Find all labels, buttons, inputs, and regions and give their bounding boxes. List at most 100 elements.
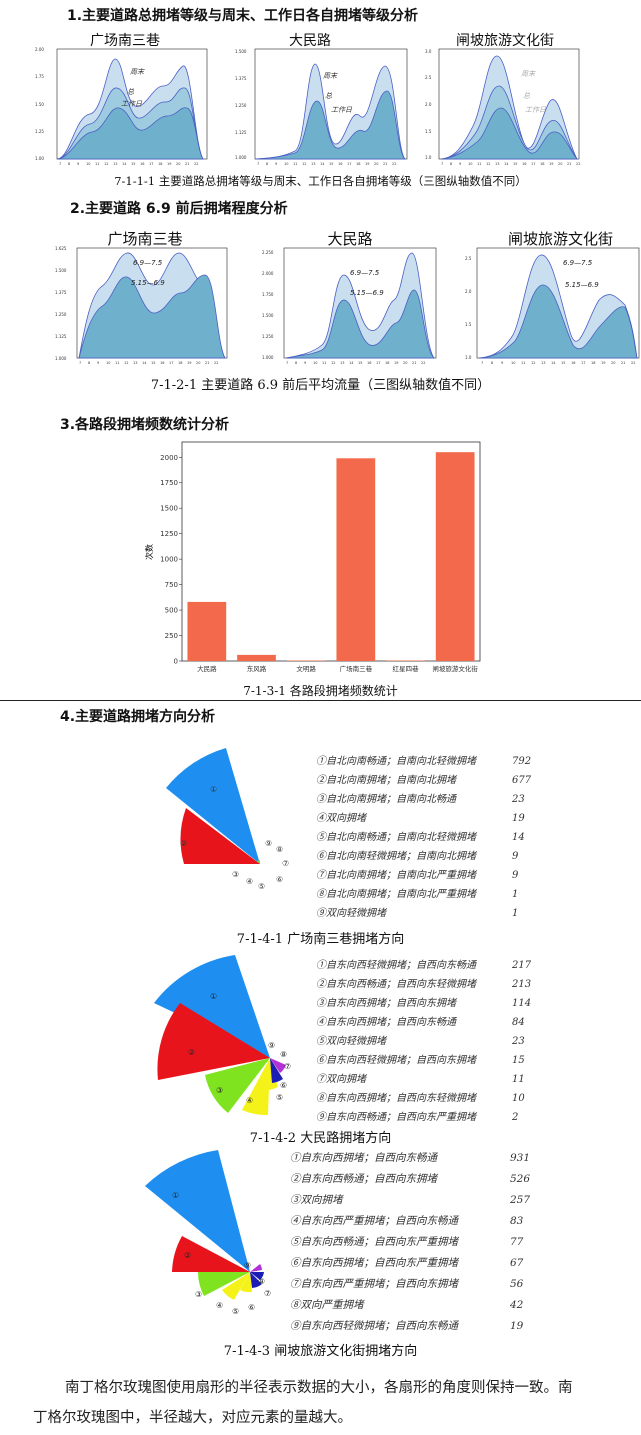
series-label: 工作日 [121,100,143,108]
svg-text:20: 20 [176,162,180,166]
legend-item: ②自东向西畅通；自西向东轻微拥堵 213 [316,979,532,990]
legend-item: ①自北向南畅通；自南向北轻微拥堵 792 [316,756,532,767]
series-label: 周末 [521,70,536,78]
svg-text:19: 19 [365,162,369,166]
rose-slice-1 [145,1150,250,1272]
svg-text:2.250: 2.250 [262,250,274,255]
legend-item: ④自东向西拥堵；自西向东畅通 84 [316,1017,525,1028]
svg-text:9: 9 [97,361,99,365]
svg-text:5.15—6.9: 5.15—6.9 [131,279,165,287]
slice-label: ② [188,1048,195,1057]
slice-label: ① [172,1191,179,1200]
y-tick-label: 1250 [160,530,178,538]
svg-text:12: 12 [104,162,108,166]
y-tick-label: 1750 [160,479,178,487]
fig4-caption-3: 7-1-4-3 闸坡旅游文化街拥堵方向 [223,1344,418,1359]
svg-text:11: 11 [521,361,525,365]
slice-label: ① [210,992,217,1001]
section-title-3: 3.各路段拥堵频数统计分析 [60,417,230,433]
legend-item: ③双向拥堵 257 [290,1194,531,1206]
svg-text:2.5: 2.5 [465,256,472,261]
slice-label: ⑦ [284,1062,291,1071]
slice-label: ⑤ [258,882,265,891]
svg-text:8: 8 [450,162,452,166]
slice-label: ⑨ [268,1041,275,1050]
fig1-caption: 7-1-1-1 主要道路总拥堵等级与周末、工作日各自拥堵等级（三图纵轴数值不同） [114,174,527,188]
ytick: 1.0 [425,155,432,160]
fig4-rose-2: ① ② ③ ④ ⑤ ⑥ ⑦ ⑧ ⑨ [154,955,291,1116]
svg-text:1.500: 1.500 [55,268,67,273]
svg-text:16: 16 [367,361,371,365]
svg-text:13: 13 [311,162,315,166]
legend-item: ⑧自东向西拥堵；自西向东轻微拥堵 10 [316,1093,525,1104]
svg-text:18: 18 [158,162,162,166]
svg-text:15: 15 [131,162,135,166]
rose-slice-4 [242,1058,270,1116]
svg-text:15: 15 [358,361,362,365]
svg-text:2.000: 2.000 [262,271,274,276]
ytick: 1.500 [235,49,247,54]
svg-text:15: 15 [561,361,565,365]
svg-text:14: 14 [320,162,325,166]
ytick: 1.25 [35,129,44,134]
slice-label: ⑥ [276,875,283,884]
svg-text:16: 16 [522,162,526,166]
slice-label: ⑨ [244,1261,251,1270]
svg-text:10: 10 [86,162,90,166]
section-title-1: 1.主要道路总拥堵等级与周末、工作日各自拥堵等级分析 [67,8,419,24]
svg-text:21: 21 [412,361,416,365]
svg-text:1.375: 1.375 [55,290,67,295]
svg-text:16: 16 [338,162,342,166]
svg-text:8: 8 [88,361,90,365]
ytick: 1.250 [235,103,247,108]
svg-text:12: 12 [486,162,490,166]
ytick: 1.00 [35,156,44,161]
legend-item: ②自北向南拥堵；自南向北拥堵 677 [316,775,532,786]
bar-3 [336,458,376,661]
svg-text:18: 18 [356,162,360,166]
slice-label: ⑧ [280,1050,287,1059]
svg-text:8: 8 [68,162,70,166]
svg-text:10: 10 [106,361,110,365]
legend-item: ⑧自北向南拥堵；自南向北严重拥堵 1 [316,889,519,900]
svg-text:10: 10 [284,162,288,166]
ytick: 1.5 [425,129,432,134]
svg-text:13: 13 [133,361,137,365]
bar-2 [286,660,326,661]
svg-text:18: 18 [178,361,182,365]
svg-text:7: 7 [257,162,259,166]
svg-text:1.125: 1.125 [55,334,67,339]
fig4-rose-1: ① ② ③ ④ ⑤ ⑥ ⑦ ⑧ ⑨ [166,748,289,891]
svg-text:2.0: 2.0 [465,289,472,294]
svg-text:10: 10 [511,361,515,365]
svg-text:1.500: 1.500 [262,313,274,318]
legend-item: ⑦自北向南拥堵；自南向北严重拥堵 9 [316,870,519,881]
legend-item: ⑥自东向西轻微拥堵；自西向东拥堵 15 [316,1055,525,1066]
svg-text:1.750: 1.750 [262,292,274,297]
y-tick-label: 1000 [160,556,178,564]
svg-text:18: 18 [591,361,595,365]
svg-text:19: 19 [601,361,605,365]
legend-item: ⑦双向拥堵 11 [316,1074,525,1085]
svg-text:9: 9 [77,162,79,166]
svg-text:9: 9 [459,162,461,166]
svg-text:1.250: 1.250 [55,312,67,317]
svg-text:10: 10 [468,162,472,166]
legend-item: ⑤自北向南畅通；自南向北轻微拥堵 14 [316,832,525,843]
y-tick-label: 500 [165,607,178,615]
y-tick-label: 0 [174,658,178,666]
ytick: 3.0 [425,49,432,54]
fig1-chart-3: 3.0 2.5 2.0 1.5 1.0 周末 总 工作日 7 8 9 10 11 12 13… [425,48,580,166]
legend-item: ⑤自东向西畅通；自西向东严重拥堵 77 [290,1236,524,1248]
fig1-chart-1: 2.00 1.75 1.50 1.25 1.00 周末 总 工作日 7 8 9 10 1… [35,47,208,166]
x-tick-label: 文明路 [296,664,316,673]
paragraph-line-1: 南丁格尔玫瑰图使用扇形的半径表示数据的大小，各扇形的角度则保持一致。南 [65,1380,573,1396]
svg-text:17: 17 [169,361,173,365]
fig1-panel-title-3: 闸坡旅游文化街 [456,33,554,49]
fig2-caption: 7-1-2-1 主要道路 6.9 前后平均流量（三图纵轴数值不同） [150,378,491,393]
slice-label: ⑥ [280,1081,287,1090]
legend-item: ⑦自东向西严重拥堵；自西向东拥堵 56 [290,1278,524,1290]
slice-label: ⑨ [265,839,272,848]
fig4-legend-3: ①自东向西拥堵；自西向东畅通 931 ②自东向西畅通；自西向东拥堵 526 ③双向拥… [290,1148,590,1340]
slice-label: ④ [246,1096,253,1105]
